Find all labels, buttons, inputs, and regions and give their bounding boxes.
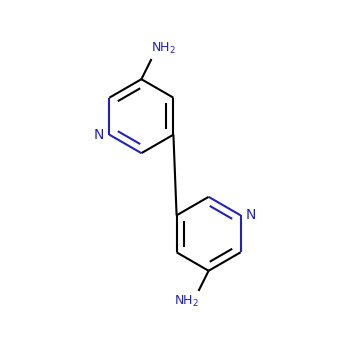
Text: NH$_2$: NH$_2$ xyxy=(152,41,176,56)
Text: N: N xyxy=(246,208,256,222)
Text: NH$_2$: NH$_2$ xyxy=(174,294,198,309)
Text: N: N xyxy=(94,128,104,142)
